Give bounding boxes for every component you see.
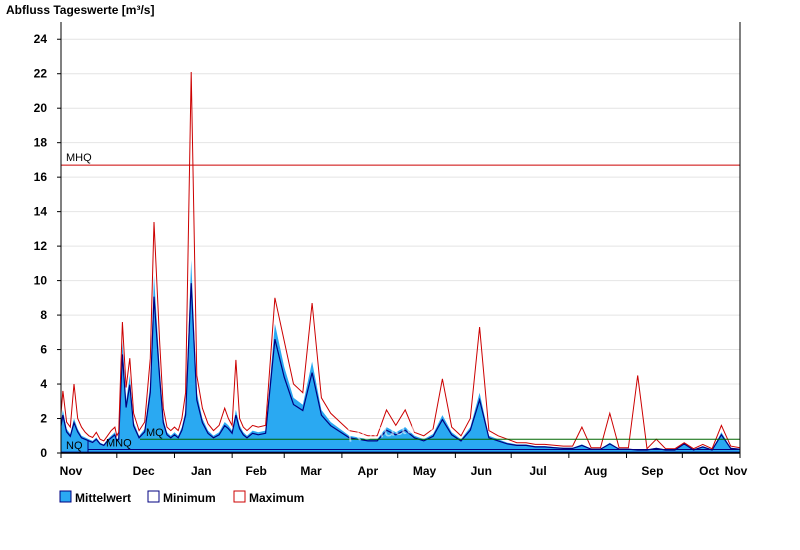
y-tick-label: 10 bbox=[34, 274, 48, 288]
legend-label-mittelwert: Mittelwert bbox=[75, 491, 131, 505]
x-tick-label: Nov bbox=[60, 464, 83, 478]
x-tick-label: Jul bbox=[529, 464, 546, 478]
grid bbox=[61, 38, 740, 420]
legend-swatch-minimum bbox=[147, 490, 160, 503]
ref-label-mhq: MHQ bbox=[66, 152, 92, 164]
x-tick-label: Dec bbox=[133, 464, 155, 478]
x-tick-label: Sep bbox=[641, 464, 663, 478]
y-tick-label: 2 bbox=[40, 412, 47, 426]
x-tick-label: Mar bbox=[300, 464, 322, 478]
x-tick-label: Jun bbox=[471, 464, 492, 478]
ref-label-mq: MQ bbox=[146, 427, 164, 439]
x-tick-label: Jan bbox=[191, 464, 212, 478]
y-tick-label: 0 bbox=[40, 446, 47, 460]
legend-label-maximum: Maximum bbox=[249, 491, 304, 505]
ref-label-mnq: MNQ bbox=[106, 438, 132, 450]
y-tick-label: 6 bbox=[40, 343, 47, 357]
axes bbox=[60, 22, 741, 454]
legend-label-minimum: Minimum bbox=[163, 491, 216, 505]
y-tick-label: 18 bbox=[34, 136, 48, 150]
x-axis-ticks: Nov Dec Jan Feb Mar Apr May Jun Jul Aug Sep Oct Nov bbox=[60, 453, 748, 478]
x-tick-label: Oct bbox=[699, 464, 719, 478]
x-tick-label: Aug bbox=[584, 464, 607, 478]
y-tick-label: 20 bbox=[34, 101, 48, 115]
legend-swatch-mittelwert bbox=[59, 490, 72, 503]
ref-label-nq: NQ bbox=[66, 440, 83, 452]
reference-lines: MHQ MQ MNQ NQ bbox=[61, 152, 740, 453]
chart-title: Abfluss Tageswerte [m³/s] bbox=[6, 3, 154, 17]
x-tick-label: Apr bbox=[357, 464, 378, 478]
y-tick-label: 12 bbox=[34, 239, 48, 253]
x-tick-label: Feb bbox=[246, 464, 267, 478]
x-tick-label: Nov bbox=[725, 464, 748, 478]
y-tick-label: 8 bbox=[40, 308, 47, 322]
y-tick-label: 4 bbox=[40, 377, 47, 391]
legend-swatch-maximum bbox=[233, 490, 246, 503]
y-tick-label: 22 bbox=[34, 67, 48, 81]
series-layer bbox=[60, 71, 741, 453]
minimum-line bbox=[60, 283, 741, 451]
legend: Mittelwert Minimum Maximum bbox=[59, 490, 304, 505]
y-tick-label: 14 bbox=[34, 205, 48, 219]
maximum-line bbox=[60, 71, 741, 450]
mittelwert-area bbox=[61, 259, 740, 453]
y-tick-label: 24 bbox=[34, 32, 48, 46]
y-tick-label: 16 bbox=[34, 170, 48, 184]
x-tick-label: May bbox=[413, 464, 437, 478]
